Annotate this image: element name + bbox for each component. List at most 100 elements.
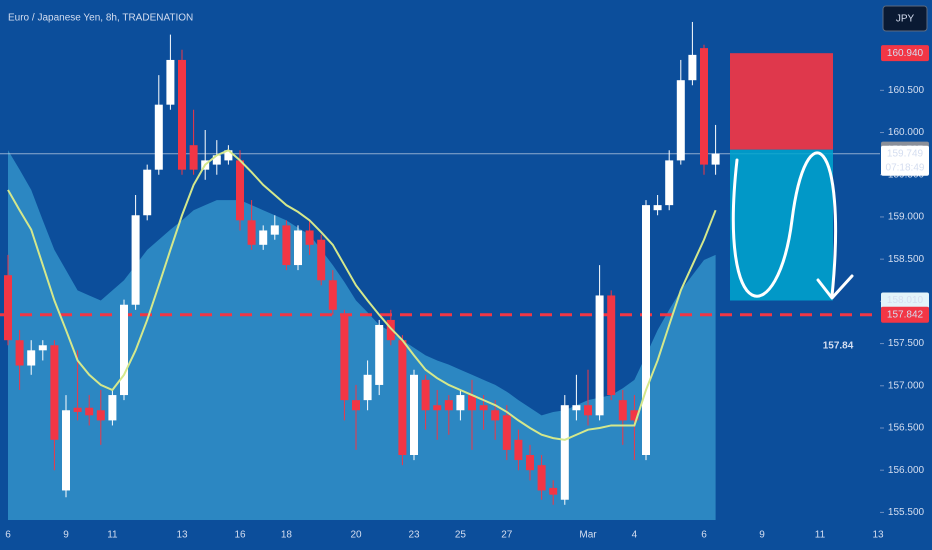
x-tick-label: 13 — [872, 530, 884, 541]
candle-body — [38, 345, 47, 351]
x-tick-label: 20 — [350, 530, 362, 541]
countdown: 07:18:49 — [886, 162, 925, 173]
y-tick-label: 160.500 — [888, 85, 925, 96]
candle-body — [491, 410, 500, 421]
candle-body — [665, 160, 674, 206]
x-tick-label: 16 — [234, 530, 246, 541]
currency-label[interactable]: JPY — [896, 14, 915, 25]
candle-body — [456, 395, 465, 411]
stop-price-label: 160.940 — [887, 48, 924, 59]
y-tick-label: 155.500 — [888, 507, 925, 518]
candle-body — [630, 410, 639, 421]
candle-body — [108, 395, 117, 421]
candle-body — [514, 439, 523, 461]
candle-body — [328, 280, 337, 310]
currency-button[interactable] — [882, 5, 928, 32]
projection-arrowhead — [816, 274, 854, 300]
target-price-box — [881, 292, 929, 309]
candle-body — [305, 230, 314, 245]
x-tick-label: 27 — [501, 530, 513, 541]
candle-body — [410, 374, 418, 455]
candle-body — [4, 275, 12, 341]
candle-body — [15, 340, 24, 366]
y-tick-label: 159.000 — [888, 212, 925, 223]
candle-body — [294, 230, 302, 266]
candle-body — [27, 350, 36, 366]
x-tick-label: 18 — [281, 530, 293, 541]
candle-body — [247, 220, 256, 245]
x-tick-label: 9 — [759, 530, 765, 541]
candle-body — [398, 340, 407, 455]
candle-body — [352, 400, 360, 411]
current-price-box — [881, 145, 929, 176]
candle-body — [154, 104, 163, 170]
projection-curve — [731, 151, 838, 298]
candle-body — [317, 239, 326, 281]
x-tick-label: 6 — [701, 530, 707, 541]
stop-price-box — [881, 45, 929, 62]
candle-body — [433, 405, 442, 411]
level-annotation: 157.84 — [823, 341, 854, 352]
candle-body — [479, 405, 488, 411]
target-price-label: 158.010 — [887, 295, 924, 306]
x-tick-label: Mar — [579, 530, 597, 541]
candle-body — [688, 54, 697, 81]
candle-body — [584, 405, 592, 416]
plot-area — [0, 21, 880, 520]
candle-body — [653, 205, 662, 211]
candle-body — [537, 465, 546, 491]
candle-body — [560, 405, 569, 500]
x-tick-label: 23 — [408, 530, 420, 541]
x-tick-label: 9 — [63, 530, 69, 541]
y-tick-label: 157.500 — [888, 338, 925, 349]
candle-body — [526, 455, 534, 471]
candle-body — [85, 407, 94, 416]
candle-body — [131, 215, 140, 305]
candle-body — [618, 400, 627, 421]
target-zone — [730, 149, 833, 301]
candle-body — [259, 230, 268, 245]
candle-body — [375, 325, 384, 385]
moving-average — [7, 149, 717, 441]
candle-body — [502, 415, 511, 450]
candle-body — [595, 295, 604, 416]
candle-body — [700, 48, 708, 165]
candle-body — [96, 410, 105, 421]
candle-body — [143, 169, 152, 216]
candle-body — [178, 59, 186, 170]
overlay: 157.84 155.500 156.000 156.500 157.000 157.50… — [5, 45, 929, 541]
candle-body — [282, 225, 291, 266]
candle-body — [270, 225, 279, 235]
x-tick-label: 25 — [455, 530, 467, 541]
candle-body — [224, 150, 233, 161]
candle-body — [468, 395, 476, 411]
x-tick-label: 13 — [176, 530, 188, 541]
candle-body — [386, 319, 395, 341]
candle-body — [363, 374, 372, 401]
stop-zone — [730, 53, 833, 150]
candle-body — [120, 304, 128, 396]
candle-body — [711, 153, 720, 165]
x-tick-label: 4 — [632, 530, 638, 541]
candle-body — [676, 80, 685, 161]
y-tick-label: 156.500 — [888, 423, 925, 434]
chart-title: Euro / Japanese Yen, 8h, TRADENATION — [8, 13, 193, 24]
candle-body — [549, 487, 558, 495]
x-tick-label: 11 — [815, 530, 826, 541]
candle-body — [444, 400, 453, 411]
candle-body — [572, 405, 581, 411]
candle-body — [189, 145, 198, 170]
y-tick-label: 158.500 — [888, 254, 925, 265]
candle-body — [73, 407, 82, 412]
current-price-label: 159.749 — [887, 148, 924, 159]
candle-body — [50, 345, 59, 440]
candle-body — [642, 205, 650, 455]
x-tick-label: 11 — [107, 530, 118, 541]
band-area — [8, 150, 716, 520]
candle-body — [421, 379, 430, 411]
y-tick-label: 156.000 — [888, 465, 925, 476]
y-tick-label: 160.000 — [888, 127, 925, 138]
candle-body — [62, 410, 70, 491]
candle-body — [236, 160, 244, 221]
